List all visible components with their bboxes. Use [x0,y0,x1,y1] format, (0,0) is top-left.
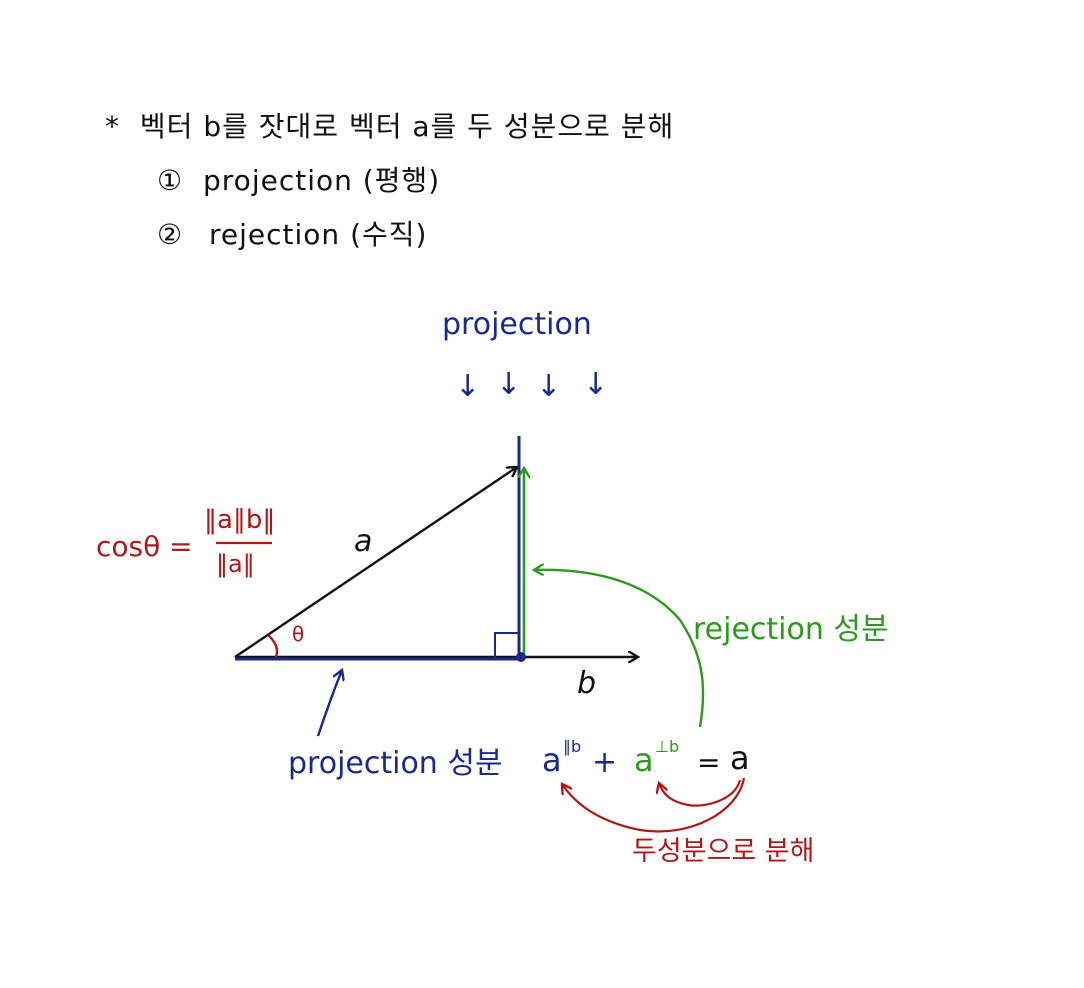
projection-top-label: projection [442,307,592,342]
vector-a-arrow [234,467,517,658]
item-rejection: ② rejection (수직) [157,213,427,253]
item2-marker: ② [157,218,184,251]
eq-plus: + [592,745,617,780]
decompose-label: 두성분으로 분해 [632,836,814,867]
theta-label: θ [292,622,304,646]
projection-component-label: projection 성분 [288,746,503,781]
item2-text: rejection (수직) [209,218,428,251]
rejection-component-label: rejection 성분 [693,612,889,647]
cos-denominator: ‖a‖ [216,550,255,578]
decompose-arrow-parallel [562,777,746,833]
eq-perp-term: a [634,741,654,779]
rejection-pointer-arrow [534,570,705,728]
eq-result: a [730,739,750,777]
heading-text: 벡터 b를 잣대로 벡터 a를 두 성분으로 분해 [139,110,675,143]
right-angle-marker [494,632,519,657]
eq-parallel-term: a [542,741,562,779]
down-arrow-icon: ↓ [583,367,608,402]
heading-star: * [105,110,120,143]
theta-arc [267,634,279,658]
item1-marker: ① [157,164,184,197]
foot-point [516,652,526,662]
eq-equals: = [697,746,720,779]
decompose-arrow-perp [659,779,742,807]
down-arrow-icon: ↓ [455,369,480,404]
vector-a-label: a [354,524,372,559]
eq-parallel-superscript: ∥b [563,737,581,756]
cos-numerator: ‖a∥b‖ [204,505,275,535]
down-arrow-icon: ↓ [536,369,561,404]
heading-line: * 벡터 b를 잣대로 벡터 a를 두 성분으로 분해 [105,105,674,145]
eq-perp-superscript: ⊥b [655,737,679,756]
vector-b-label: b [577,666,596,701]
item-projection: ① projection (평행) [157,159,440,199]
item1-text: projection (평행) [203,164,441,197]
down-arrow-icon: ↓ [496,367,521,402]
projection-pointer-arrow [316,670,342,737]
cos-theta-lhs: cosθ = [96,530,193,563]
